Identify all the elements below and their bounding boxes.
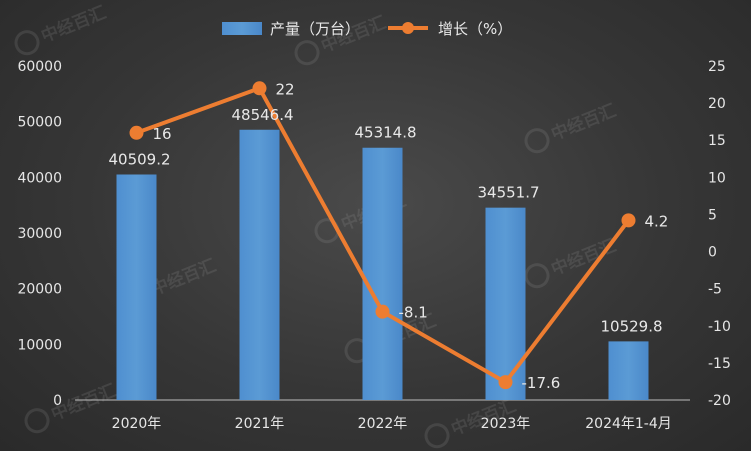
right-axis-tick-label: 20 <box>708 96 726 112</box>
right-axis-tick-label: 10 <box>708 170 726 186</box>
left-axis-tick-label: 60000 <box>17 59 62 75</box>
watermark-logo-icon <box>524 128 550 154</box>
growth-value-label: 4.2 <box>645 212 669 230</box>
watermark-logo-icon <box>14 30 40 56</box>
watermark-logo-icon <box>294 40 320 66</box>
right-axis-tick-label: -10 <box>708 319 731 335</box>
left-axis-tick-label: 30000 <box>17 226 62 242</box>
left-axis-tick-label: 0 <box>53 393 62 409</box>
legend-bar-label: 产量（万台） <box>270 20 360 38</box>
legend-line-label: 增长（%） <box>438 20 512 38</box>
bar-value-label: 10529.8 <box>600 317 662 335</box>
x-axis-tick-label: 2023年 <box>481 416 531 432</box>
left-axis-tick-label: 20000 <box>17 282 62 298</box>
watermark-text: 中经百汇 <box>548 235 619 280</box>
line-series <box>129 81 636 390</box>
data-labels: 40509.2 48546.4 45314.8 34551.7 10529.8 16 22 -… <box>108 80 668 392</box>
watermark-text: 中经百汇 <box>38 2 109 47</box>
bar <box>608 341 649 400</box>
x-axis-tick-label: 2024年1-4月 <box>585 416 672 432</box>
growth-value-label: 22 <box>276 80 295 98</box>
watermark: 中经百汇 <box>524 100 619 154</box>
bar <box>485 207 526 400</box>
watermark-text: 中经百汇 <box>548 100 619 145</box>
right-axis-tick-label: 5 <box>708 207 717 223</box>
legend-bar-swatch <box>222 22 262 35</box>
watermark: 中经百汇 <box>14 2 109 56</box>
left-axis-tick-label: 10000 <box>17 337 62 353</box>
x-axis: 2020年 2021年 2022年 2023年 2024年1-4月 <box>75 399 690 432</box>
legend-line-marker <box>402 22 414 34</box>
right-axis-tick-label: -5 <box>708 282 722 298</box>
right-axis: -20 -15 -10 -5 0 5 10 15 20 25 <box>708 59 731 409</box>
watermark-logo-icon <box>424 423 450 449</box>
growth-point <box>621 213 636 228</box>
bar <box>362 147 403 400</box>
bar-value-label: 48546.4 <box>231 106 293 124</box>
growth-point <box>129 125 144 140</box>
right-axis-tick-label: 15 <box>708 133 726 149</box>
bar-value-label: 40509.2 <box>108 150 170 168</box>
bar-value-label: 45314.8 <box>354 124 416 142</box>
left-axis-tick-label: 40000 <box>17 170 62 186</box>
growth-point <box>375 304 390 319</box>
growth-point <box>252 81 267 96</box>
watermark-logo-icon <box>524 263 550 289</box>
watermark-text: 中经百汇 <box>148 255 219 300</box>
left-axis-tick-label: 50000 <box>17 115 62 131</box>
growth-point <box>498 375 513 390</box>
watermark: 中经百汇 <box>524 235 619 289</box>
growth-value-label: 16 <box>153 125 172 143</box>
bar-value-label: 34551.7 <box>477 184 539 202</box>
x-axis-tick-label: 2022年 <box>358 416 408 432</box>
right-axis-tick-label: 0 <box>708 245 717 261</box>
right-axis-tick-label: 25 <box>708 59 726 75</box>
growth-value-label: -8.1 <box>399 304 428 322</box>
watermark: 中经百汇 <box>24 380 119 434</box>
right-axis-tick-label: -15 <box>708 356 731 372</box>
legend: 产量（万台） 增长（%） <box>222 20 512 38</box>
left-axis: 0 10000 20000 30000 40000 50000 60000 <box>17 59 62 409</box>
growth-value-label: -17.6 <box>522 374 561 392</box>
right-axis-tick-label: -20 <box>708 393 731 409</box>
x-axis-tick-label: 2021年 <box>235 416 285 432</box>
x-axis-tick-label: 2020年 <box>112 416 162 432</box>
bar <box>239 129 280 401</box>
bar <box>116 174 157 400</box>
watermark-logo-icon <box>24 408 50 434</box>
